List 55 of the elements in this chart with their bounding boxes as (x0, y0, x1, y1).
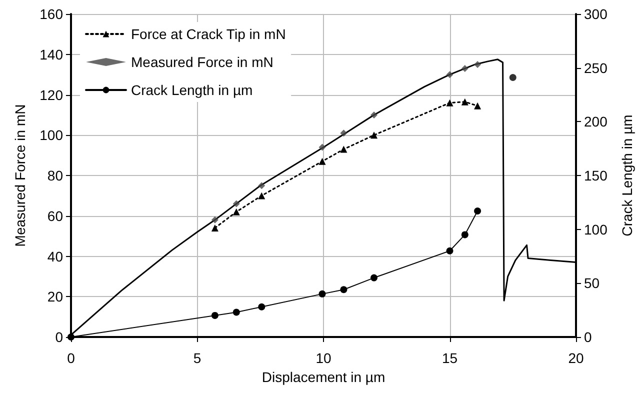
y-tick-label: 60 (47, 208, 64, 224)
point (232, 200, 240, 208)
point (340, 130, 348, 137)
point (446, 99, 454, 106)
y2-axis-title: Crack Length in µm (619, 114, 635, 236)
y-tick-label: 0 (55, 329, 64, 345)
y2-tick-label: 50 (584, 275, 600, 292)
point (446, 71, 454, 78)
point (461, 98, 468, 106)
y2-tick-label: 100 (584, 221, 608, 238)
point (318, 290, 326, 298)
point (211, 312, 218, 319)
y2-tick-label: 300 (584, 6, 608, 22)
point (258, 192, 266, 200)
x-tick-label: 10 (316, 350, 332, 366)
point (370, 132, 378, 139)
y-tick-label: 140 (40, 46, 64, 62)
point (340, 286, 348, 294)
y-axis-title: Measured Force in mN (12, 104, 28, 247)
point (232, 308, 240, 316)
point (211, 224, 218, 232)
point (232, 208, 240, 216)
point (258, 303, 266, 310)
y-tick-label: 100 (40, 127, 64, 144)
point (474, 60, 482, 68)
point (509, 74, 516, 82)
point (340, 146, 348, 153)
point (258, 182, 266, 190)
point (370, 274, 378, 282)
x-tick-label: 15 (442, 350, 458, 366)
point (474, 102, 482, 110)
point (461, 65, 468, 72)
point (461, 231, 468, 238)
legend-label: Measured Force in mN (131, 54, 274, 70)
legend-label: Force at Crack Tip in mN (131, 26, 286, 42)
y2-tick-label: 200 (584, 114, 608, 130)
legend-label: Crack Length in µm (131, 82, 253, 98)
y-tick-label: 20 (47, 288, 64, 305)
x-tick-label: 5 (193, 350, 202, 366)
y2-tick-label: 250 (584, 60, 608, 76)
y-tick-label: 40 (47, 248, 64, 264)
point (318, 144, 326, 151)
point (370, 111, 378, 118)
y-tick-label: 80 (47, 168, 64, 184)
x-tick-label: 0 (67, 350, 76, 366)
y-tick-label: 160 (40, 6, 64, 22)
y2-tick-label: 0 (584, 329, 592, 345)
point (211, 216, 218, 224)
point (474, 208, 482, 215)
point (318, 158, 326, 165)
y-tick-label: 120 (40, 86, 64, 103)
y2-tick-label: 150 (584, 168, 608, 184)
point (446, 247, 454, 254)
x-tick-label: 20 (568, 350, 584, 366)
x-axis-title: Displacement in µm (262, 368, 386, 385)
